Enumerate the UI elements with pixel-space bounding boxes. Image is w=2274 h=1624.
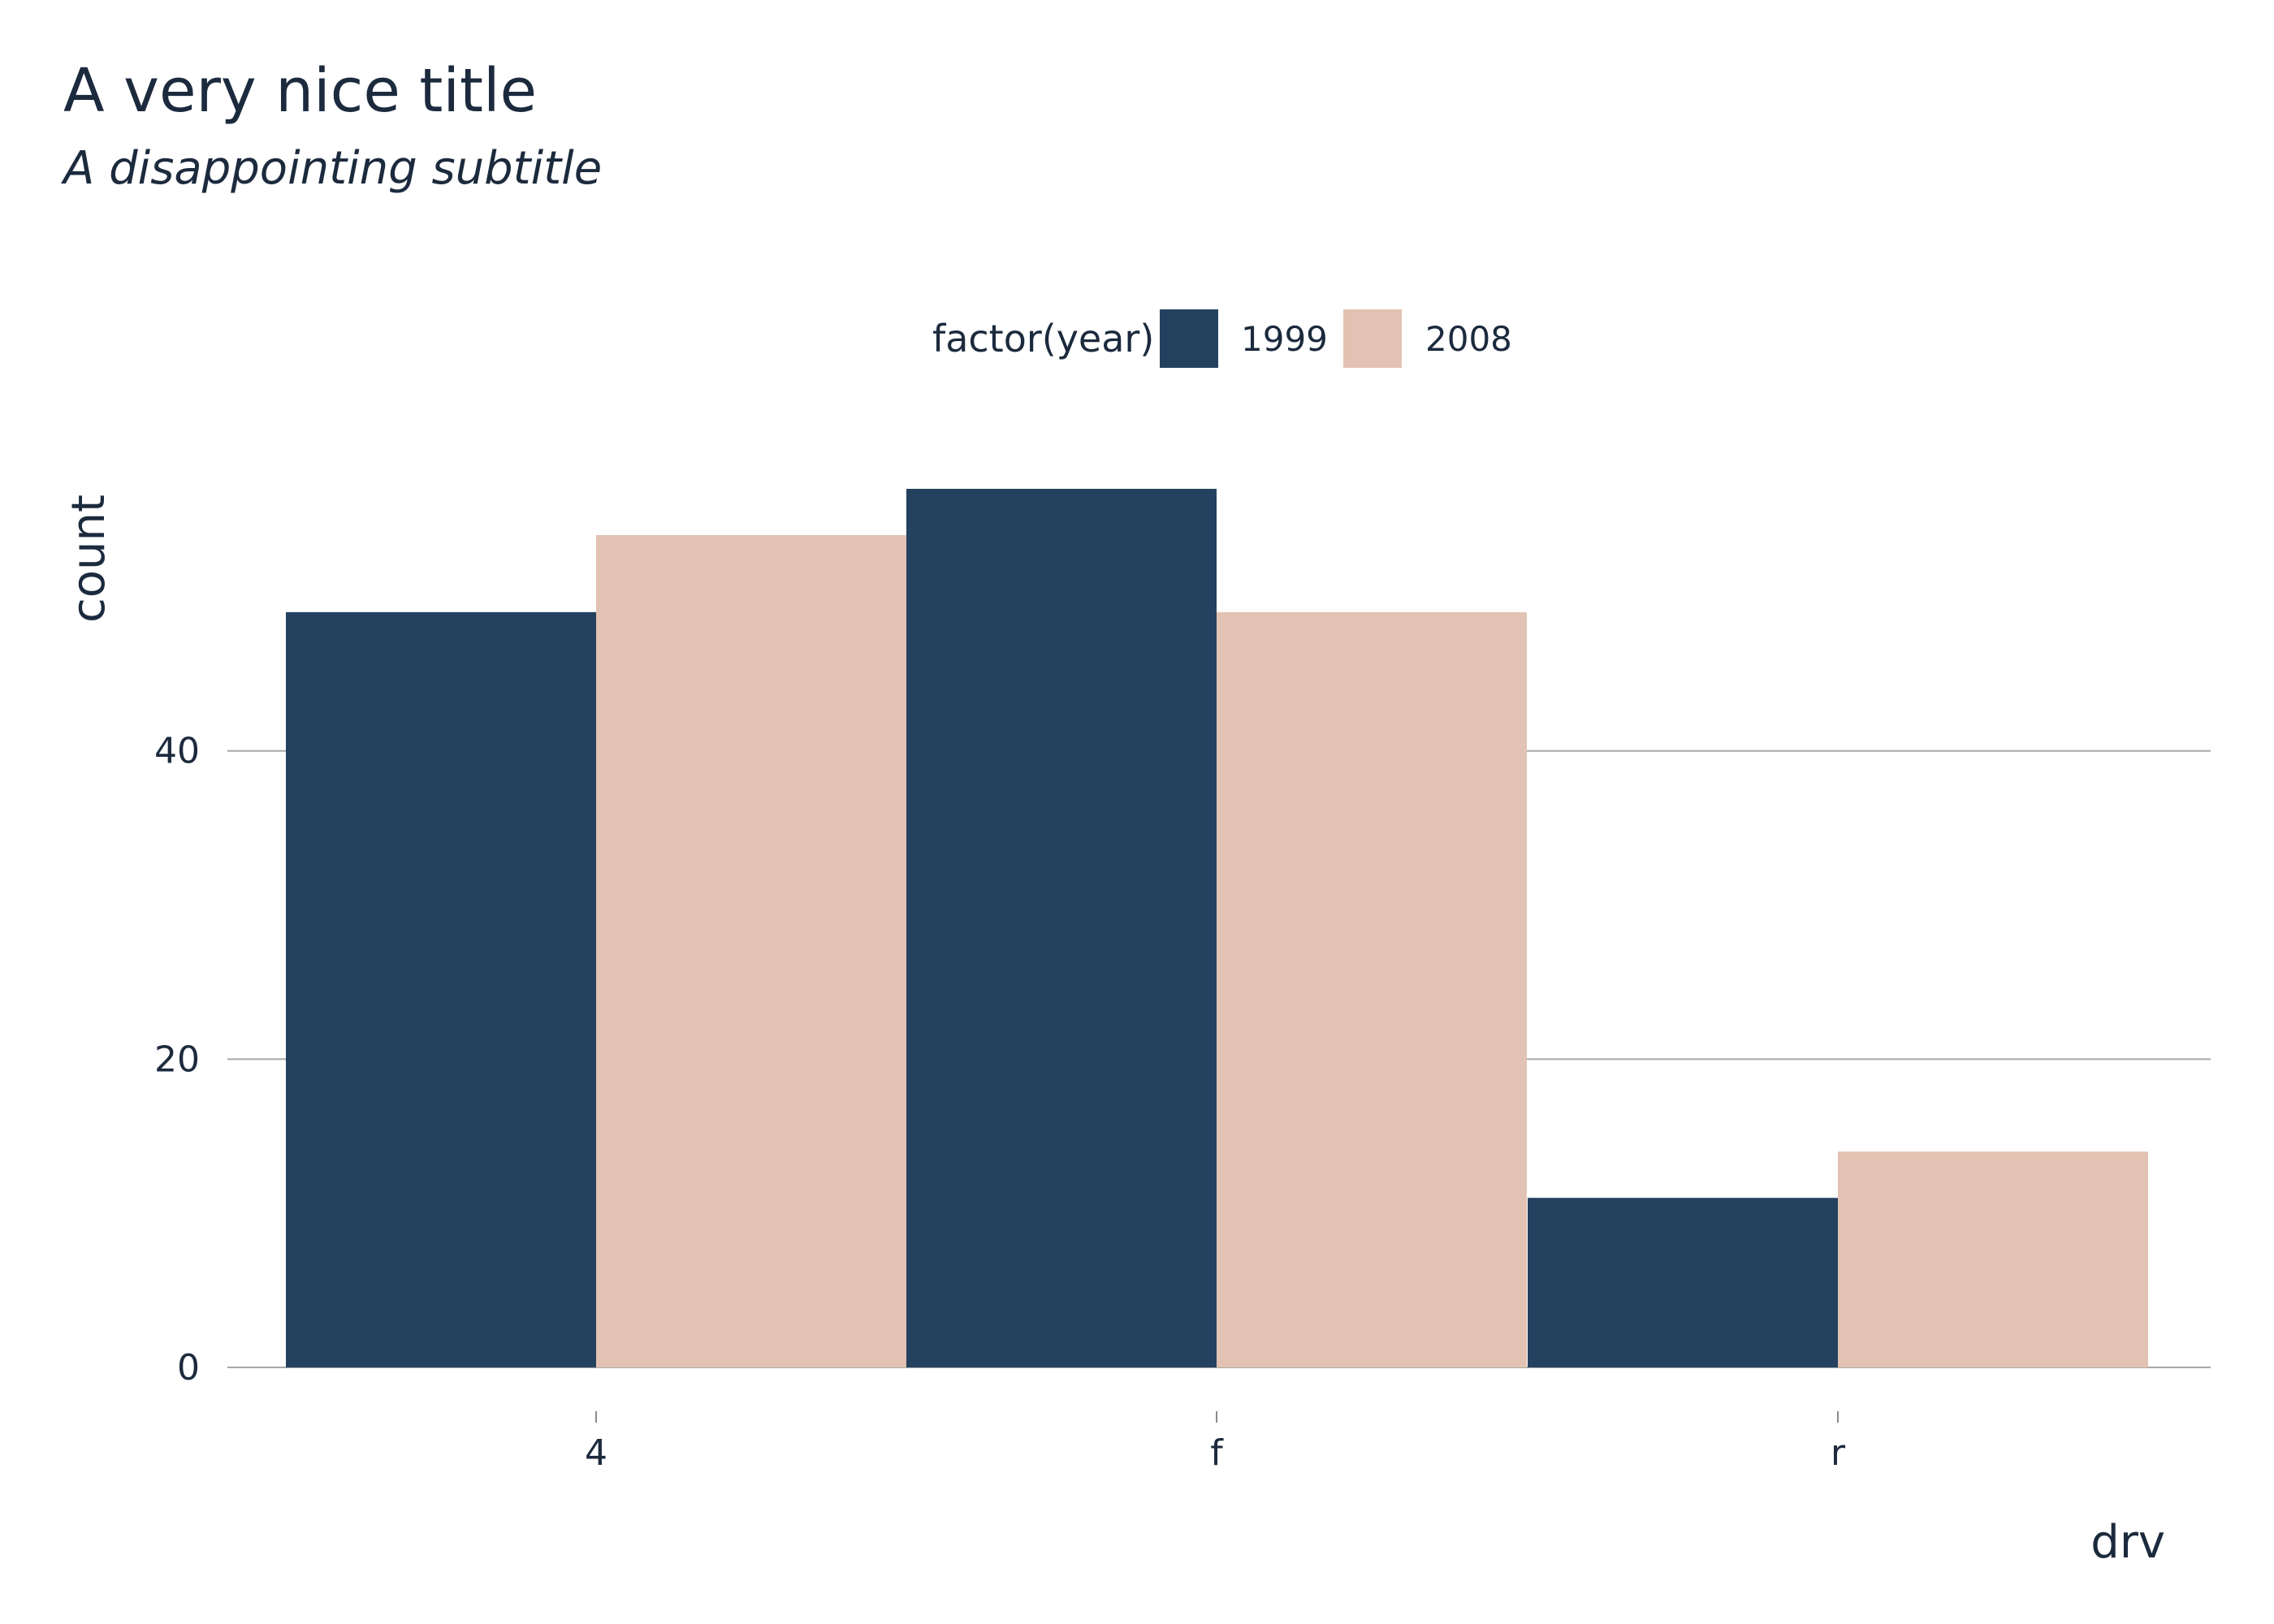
- bars-layer: [286, 489, 2148, 1367]
- bar-2008-4: [596, 534, 906, 1367]
- x-tick-label: r: [1831, 1432, 1846, 1474]
- bar-1999-4: [286, 611, 596, 1367]
- legend-swatch-2008: [1343, 309, 1402, 368]
- chart-title: A very nice title: [63, 56, 537, 126]
- legend-label-2008: 2008: [1425, 319, 1512, 359]
- bar-2008-r: [1838, 1151, 2148, 1367]
- legend-swatch-1999: [1160, 309, 1218, 368]
- x-axis-label: drv: [2090, 1516, 2165, 1569]
- x-axis-ticks: 4 f r: [585, 1411, 1846, 1474]
- y-tick-label: 0: [177, 1347, 200, 1389]
- legend-title: factor(year): [932, 317, 1154, 361]
- chart-subtitle: A disappointing subtitle: [61, 142, 602, 195]
- legend: factor(year) 1999 2008: [932, 309, 1512, 368]
- legend-label-1999: 1999: [1241, 319, 1328, 359]
- y-axis-label: count: [63, 495, 115, 623]
- x-tick-label: f: [1210, 1432, 1224, 1474]
- x-tick-label: 4: [585, 1432, 607, 1474]
- bar-1999-f: [906, 489, 1217, 1367]
- y-tick-label: 40: [154, 731, 200, 772]
- bar-2008-f: [1217, 611, 1527, 1367]
- y-axis-ticks: 0 20 40: [154, 731, 200, 1389]
- y-tick-label: 20: [154, 1039, 200, 1080]
- bar-1999-r: [1528, 1198, 1838, 1367]
